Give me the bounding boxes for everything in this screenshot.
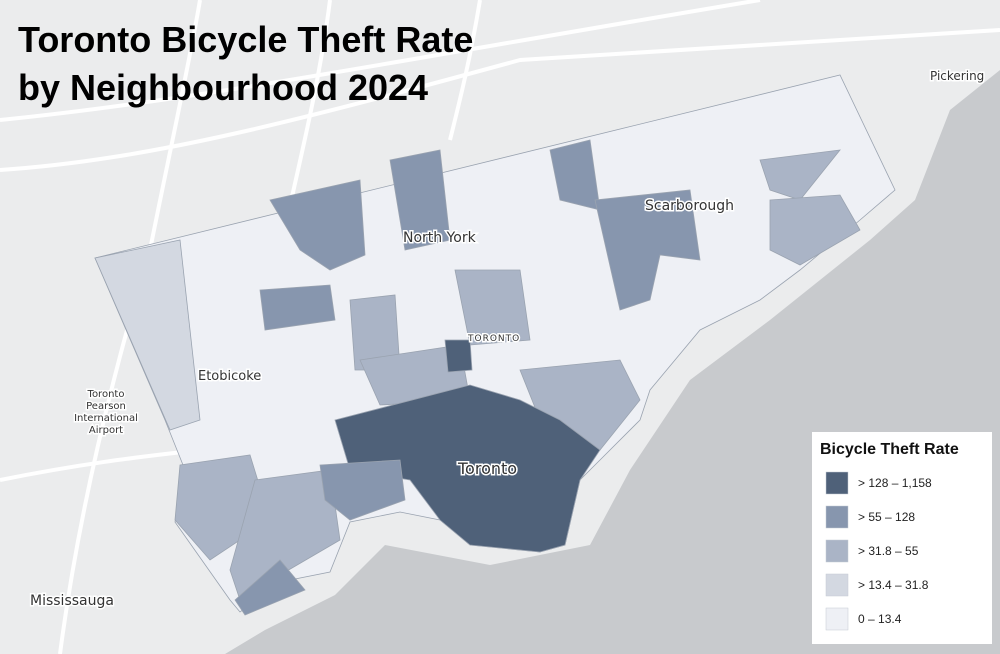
neighbourhood xyxy=(259,284,336,331)
title: by Neighbourhood 2024 xyxy=(18,67,428,108)
place-label: Etobicoke xyxy=(198,369,261,384)
legend-label: > 13.4 – 31.8 xyxy=(858,578,929,592)
legend-swatch xyxy=(825,471,849,495)
neighbourhood xyxy=(269,179,366,271)
lake xyxy=(225,70,1000,654)
place-label: North York xyxy=(403,230,477,246)
neighbourhood xyxy=(389,149,451,251)
place-label: Toronto xyxy=(457,459,517,478)
neighbourhood-downtown xyxy=(334,384,601,553)
neighbourhood xyxy=(769,194,861,266)
neighbourhood xyxy=(454,269,531,346)
place-label: Pickering xyxy=(930,69,984,83)
road xyxy=(448,0,482,141)
title: Toronto Bicycle Theft Rate xyxy=(18,19,473,60)
place-label: Airport xyxy=(89,425,123,436)
legend-label: > 55 – 128 xyxy=(858,510,915,524)
place-label: Toronto xyxy=(87,389,125,400)
legend: Bicycle Theft Rate > 128 – 1,158 > 55 – 1… xyxy=(812,432,992,644)
legend-swatch xyxy=(825,607,849,631)
road xyxy=(0,28,1000,172)
neighbourhood xyxy=(234,559,306,616)
legend-label: > 128 – 1,158 xyxy=(858,476,932,490)
neighbourhoods xyxy=(94,74,896,616)
place-label: Pearson xyxy=(86,401,126,412)
neighbourhood xyxy=(444,339,473,373)
legend-label: 0 – 13.4 xyxy=(858,612,902,626)
legend-swatch xyxy=(825,505,849,529)
place-label: Mississauga xyxy=(30,593,114,609)
airport-label: Toronto Pearson International Airport xyxy=(73,388,140,438)
place-label: Scarborough xyxy=(645,198,734,214)
place-label: International xyxy=(74,413,138,424)
legend-swatch xyxy=(825,573,849,597)
legend-title: Bicycle Theft Rate xyxy=(820,441,959,458)
legend-swatch xyxy=(825,539,849,563)
legend-label: > 31.8 – 55 xyxy=(858,544,919,558)
place-label: TORONTO xyxy=(467,334,520,344)
neighbourhood xyxy=(319,459,406,521)
neighbourhood xyxy=(94,239,201,431)
neighbourhood xyxy=(594,189,701,311)
